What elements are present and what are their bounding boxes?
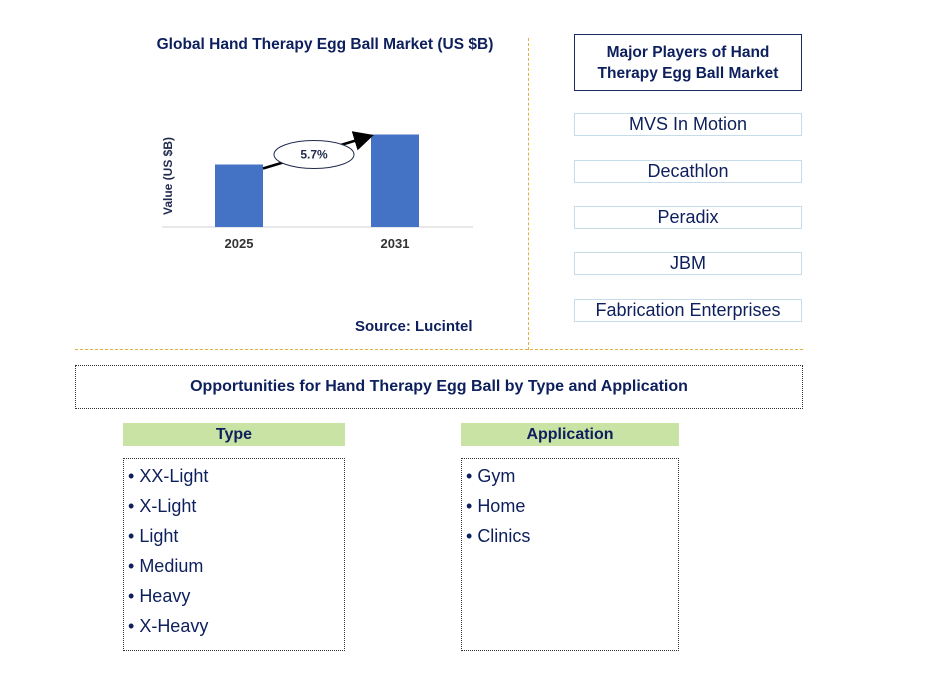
application-list: • Gym • Home • Clinics [461, 458, 679, 651]
vertical-divider [528, 38, 529, 350]
application-item: • Home [466, 496, 526, 516]
horizontal-divider [75, 349, 803, 350]
type-item: • Medium [128, 556, 204, 576]
x-tick-label: 2025 [225, 236, 254, 251]
player-item: JBM [574, 252, 802, 275]
source-note: Source: Lucintel [355, 318, 473, 335]
player-item: Fabrication Enterprises [574, 299, 802, 322]
market-bar-chart: Value (US $B) 5.7% 2025 2031 [161, 131, 473, 251]
application-heading: Application [461, 423, 679, 446]
y-axis-label: Value (US $B) [161, 137, 175, 215]
type-item: • Light [128, 526, 179, 546]
player-item: Peradix [574, 206, 802, 229]
player-item: Decathlon [574, 160, 802, 183]
opportunities-heading: Opportunities for Hand Therapy Egg Ball … [75, 365, 803, 409]
x-tick-label: 2031 [381, 236, 410, 251]
type-list: • XX-Light • X-Light • Light • Medium • … [123, 458, 345, 651]
bar-2031 [371, 134, 419, 227]
type-item: • X-Light [128, 496, 197, 516]
type-item: • X-Heavy [128, 616, 209, 636]
cagr-label: 5.7% [300, 148, 328, 162]
cagr-bubble [273, 140, 355, 169]
application-item: • Clinics [466, 526, 531, 546]
bar-2025 [215, 164, 263, 227]
player-item: MVS In Motion [574, 113, 802, 136]
chart-title: Global Hand Therapy Egg Ball Market (US … [156, 36, 494, 53]
type-heading: Type [123, 423, 345, 446]
application-item: • Gym [466, 466, 516, 486]
type-item: • XX-Light [128, 466, 209, 486]
major-players-heading: Major Players of Hand Therapy Egg Ball M… [574, 34, 802, 91]
type-item: • Heavy [128, 586, 191, 606]
